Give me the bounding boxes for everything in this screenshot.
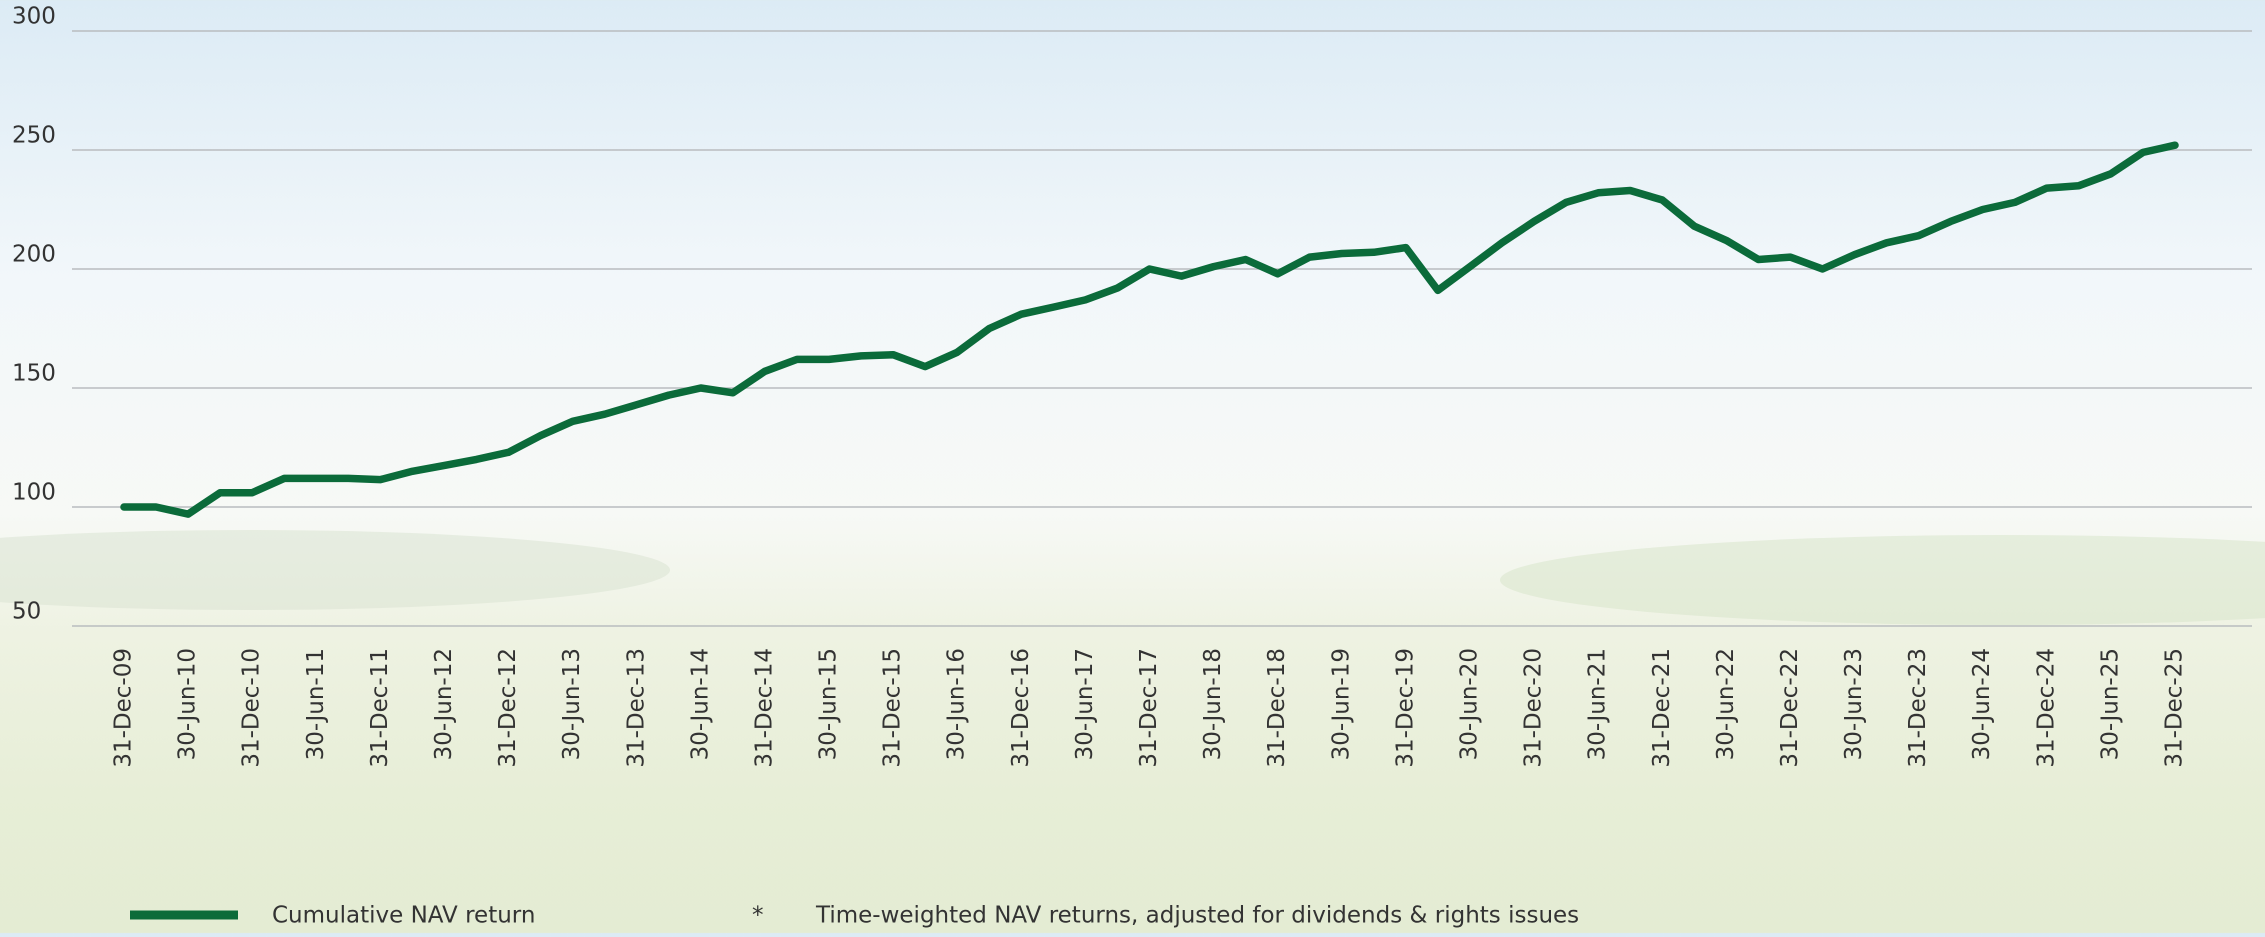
x-tick-label: 30-Jun-13: [559, 648, 585, 760]
x-tick-label: 31-Dec-25: [2162, 648, 2188, 768]
x-tick-label: 30-Jun-17: [1072, 648, 1098, 760]
x-tick-label: 31-Dec-13: [623, 648, 649, 768]
footnote: Time-weighted NAV returns, adjusted for …: [815, 903, 1579, 929]
footnote-marker: *: [752, 903, 764, 929]
x-tick-label: 31-Dec-22: [1777, 648, 1803, 768]
x-tick-label: 30-Jun-12: [431, 648, 457, 760]
x-tick-label: 30-Jun-24: [1969, 648, 1995, 760]
x-tick-label: 31-Dec-18: [1264, 648, 1290, 768]
x-tick-label: 31-Dec-10: [239, 648, 265, 768]
y-tick-label: 150: [12, 361, 56, 387]
page: Cumulative NAV return * Time-weighted NA…: [0, 0, 2265, 933]
y-tick-label: 300: [12, 4, 56, 30]
nav-line: [124, 145, 2175, 514]
x-tick-label: 31-Dec-24: [2033, 648, 2059, 768]
x-tick-label: 30-Jun-19: [1328, 648, 1354, 760]
x-tick-label: 31-Dec-12: [495, 648, 521, 768]
x-tick-label: 31-Dec-17: [1136, 648, 1162, 768]
hill: [1500, 535, 2265, 625]
x-tick-label: 30-Jun-14: [687, 648, 713, 760]
x-tick-label: 31-Dec-11: [367, 648, 393, 768]
x-tick-label: 30-Jun-21: [1585, 648, 1611, 760]
x-tick-label: 30-Jun-18: [1200, 648, 1226, 760]
x-tick-label: 31-Dec-21: [1649, 648, 1675, 768]
x-tick-label: 31-Dec-23: [1905, 648, 1931, 768]
chart: Cumulative NAV return * Time-weighted NA…: [0, 0, 2265, 933]
y-tick-label: 250: [12, 123, 56, 149]
y-tick-label: 200: [12, 242, 56, 268]
x-tick-label: 30-Jun-20: [1456, 648, 1482, 760]
x-tick-label: 31-Dec-20: [1521, 648, 1547, 768]
x-tick-label: 30-Jun-25: [2097, 648, 2123, 760]
x-tick-label: 30-Jun-16: [944, 648, 970, 760]
x-tick-label: 30-Jun-15: [816, 648, 842, 760]
x-tick-label: 31-Dec-15: [880, 648, 906, 768]
x-tick-label: 30-Jun-23: [1841, 648, 1867, 760]
x-tick-label: 31-Dec-14: [751, 648, 777, 768]
y-tick-label: 50: [12, 599, 41, 625]
legend-label: Cumulative NAV return: [272, 903, 535, 929]
x-tick-label: 31-Dec-19: [1392, 648, 1418, 768]
x-tick-label: 31-Dec-09: [111, 648, 137, 768]
x-tick-label: 30-Jun-11: [303, 648, 329, 760]
x-tick-label: 31-Dec-16: [1008, 648, 1034, 768]
x-tick-label: 30-Jun-10: [175, 648, 201, 760]
y-tick-label: 100: [12, 480, 56, 506]
x-tick-label: 30-Jun-22: [1713, 648, 1739, 760]
hill: [0, 530, 670, 610]
